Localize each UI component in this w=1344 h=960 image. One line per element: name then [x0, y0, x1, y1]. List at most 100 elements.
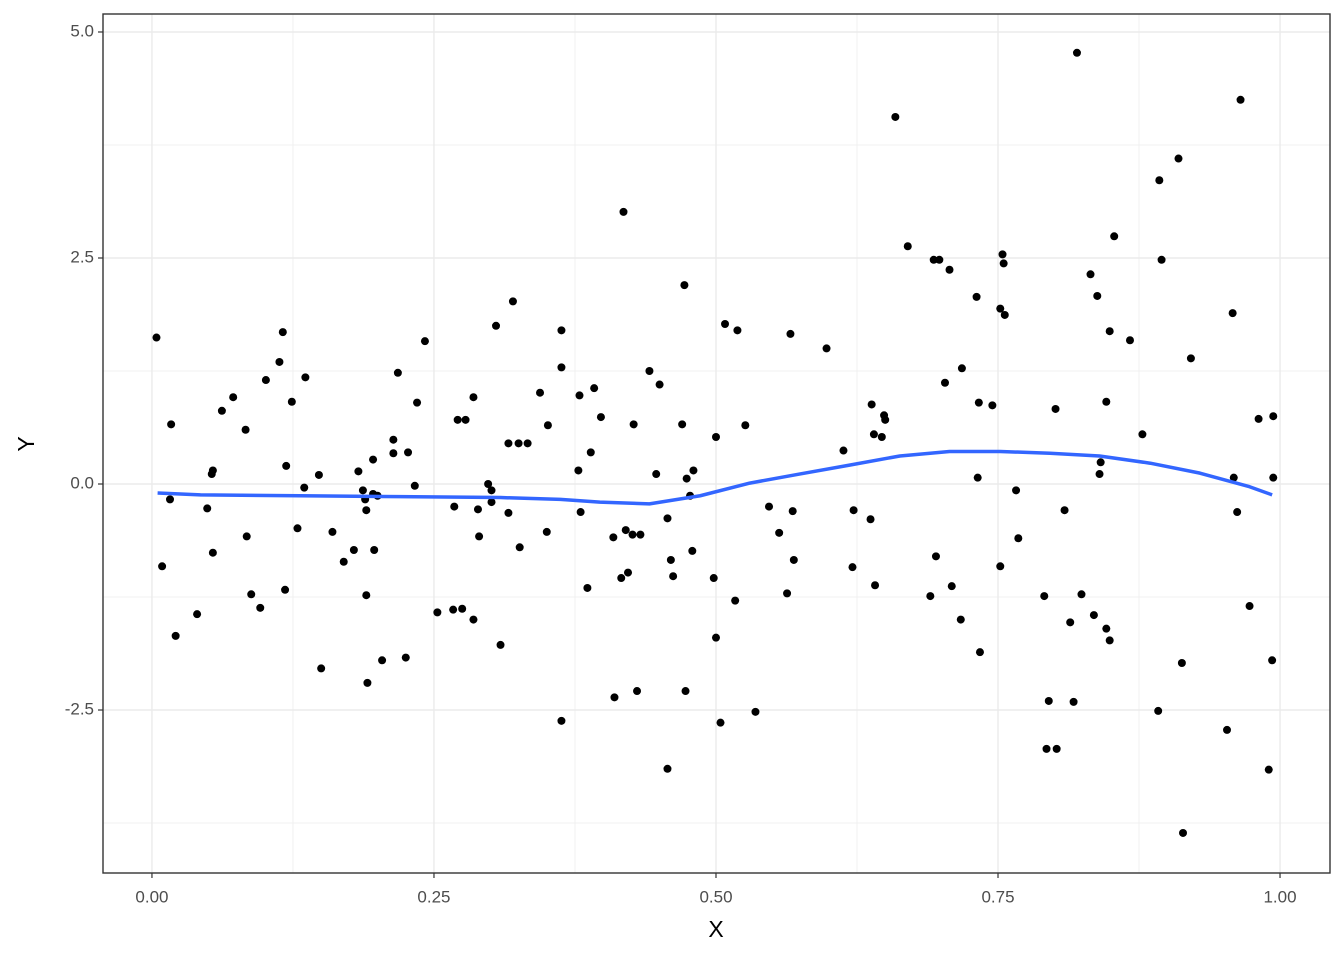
- point: [261, 376, 270, 385]
- y-tick-label: 5.0: [70, 21, 94, 40]
- point: [473, 505, 482, 514]
- point: [293, 524, 302, 533]
- point: [453, 415, 462, 424]
- point: [867, 400, 876, 409]
- point: [751, 707, 760, 716]
- point: [504, 439, 513, 448]
- point: [663, 764, 672, 773]
- point: [583, 583, 592, 592]
- point: [167, 420, 176, 429]
- point: [1000, 310, 1009, 319]
- point: [1072, 48, 1081, 57]
- point: [166, 495, 175, 504]
- point: [741, 421, 750, 430]
- y-axis-title: Y: [13, 436, 39, 451]
- point: [278, 328, 287, 337]
- point: [822, 344, 831, 353]
- point: [1264, 765, 1273, 774]
- point: [1174, 154, 1183, 163]
- point: [378, 656, 387, 665]
- point: [576, 508, 585, 517]
- point: [926, 592, 935, 601]
- point: [317, 664, 326, 673]
- point: [733, 326, 742, 335]
- point: [229, 393, 238, 402]
- point: [788, 507, 797, 516]
- point: [349, 545, 358, 554]
- point: [1269, 412, 1278, 421]
- point: [1060, 506, 1069, 515]
- point: [487, 486, 496, 495]
- point: [1089, 611, 1098, 620]
- point: [721, 319, 730, 328]
- point: [1105, 327, 1114, 336]
- x-axis-title: X: [708, 916, 723, 942]
- point: [1012, 486, 1021, 495]
- point: [362, 591, 371, 600]
- y-tick-label: 2.5: [70, 247, 94, 266]
- point: [1086, 270, 1095, 279]
- point: [609, 533, 618, 542]
- point: [354, 467, 363, 476]
- point: [370, 545, 379, 554]
- point: [256, 603, 265, 612]
- point: [973, 473, 982, 482]
- point: [208, 466, 217, 475]
- point: [515, 543, 524, 552]
- point: [1233, 508, 1242, 517]
- point: [1014, 534, 1023, 543]
- point: [1138, 430, 1147, 439]
- point: [783, 589, 792, 598]
- panel-border: [102, 13, 1331, 874]
- point: [624, 568, 633, 577]
- point: [449, 605, 458, 614]
- point: [282, 461, 291, 470]
- point: [504, 508, 513, 517]
- point: [1125, 336, 1134, 345]
- point: [557, 363, 566, 372]
- point: [931, 552, 940, 561]
- point: [1066, 618, 1075, 627]
- x-tick-label: 0.50: [699, 887, 732, 906]
- point: [458, 604, 467, 613]
- point: [1157, 255, 1166, 264]
- smooth-line: [157, 449, 1273, 506]
- point: [903, 242, 912, 251]
- point: [217, 406, 226, 415]
- point: [1186, 354, 1195, 363]
- point: [629, 420, 638, 429]
- point: [666, 555, 675, 564]
- point: [193, 610, 202, 619]
- point: [314, 470, 323, 479]
- x-tick-label: 0.75: [981, 887, 1014, 906]
- point: [1155, 176, 1164, 185]
- point: [680, 281, 689, 290]
- point: [1268, 656, 1277, 665]
- point: [669, 572, 678, 581]
- point: [450, 502, 459, 511]
- x-tick-label: 1.00: [1263, 887, 1296, 906]
- point: [789, 555, 798, 564]
- point: [469, 393, 478, 402]
- point: [508, 297, 517, 306]
- point: [523, 439, 532, 448]
- point: [461, 415, 470, 424]
- point: [1179, 828, 1188, 837]
- point: [586, 448, 595, 457]
- point: [610, 693, 619, 702]
- point: [1223, 725, 1232, 734]
- point: [203, 504, 212, 513]
- point: [678, 420, 687, 429]
- point: [557, 716, 566, 725]
- point: [1228, 309, 1237, 318]
- point: [287, 397, 296, 406]
- point: [849, 506, 858, 515]
- point: [1069, 697, 1078, 706]
- point: [775, 528, 784, 537]
- point: [413, 398, 422, 407]
- point: [940, 378, 949, 387]
- point: [869, 430, 878, 439]
- point: [765, 502, 774, 511]
